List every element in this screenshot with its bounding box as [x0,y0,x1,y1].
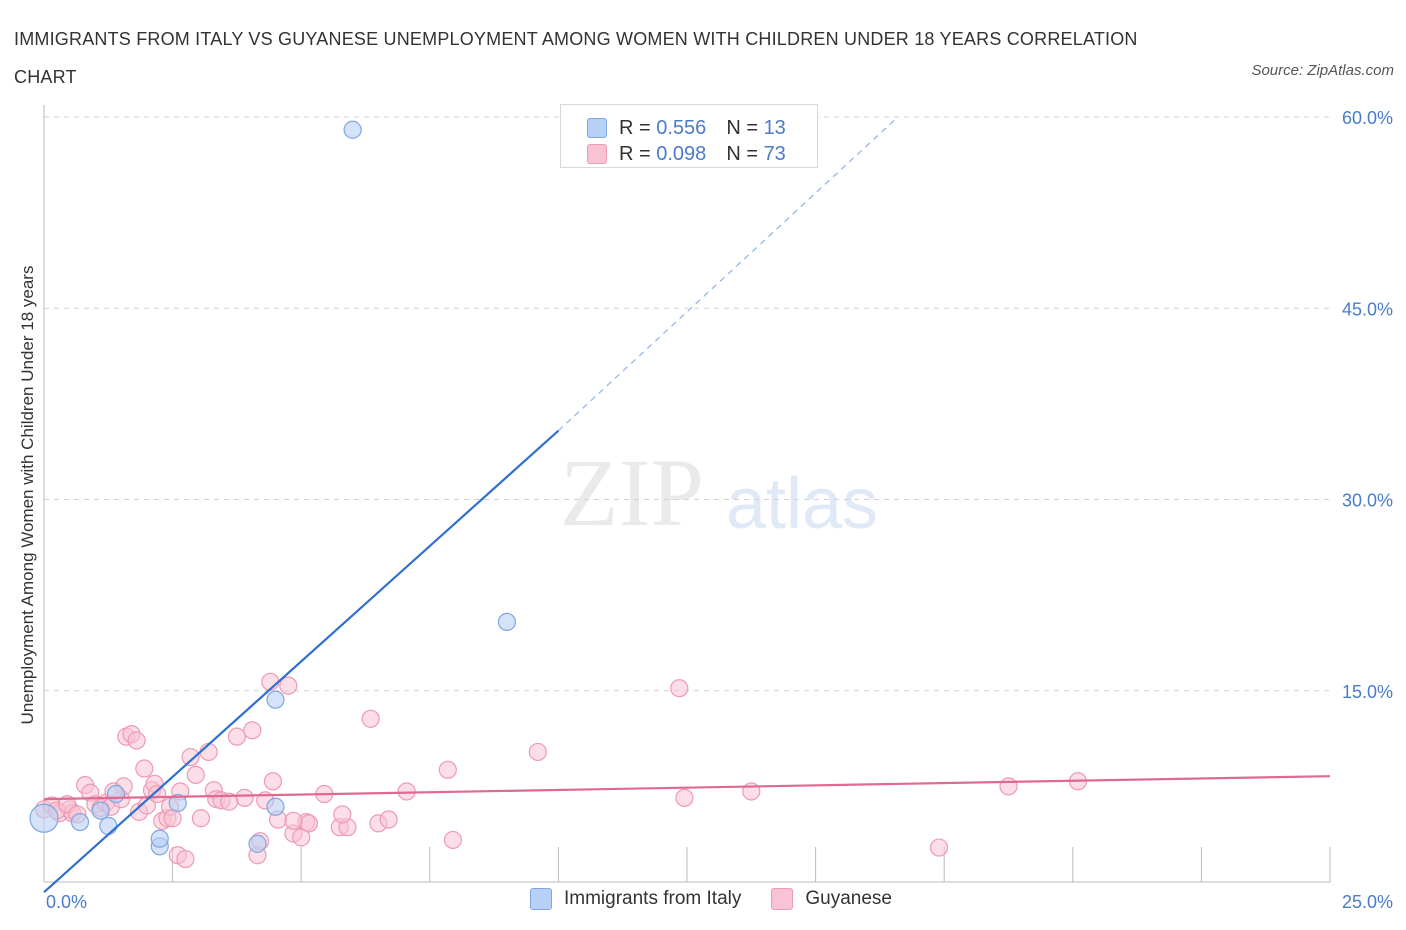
y-tick-label: 15.0% [1342,682,1393,702]
grid-layer [44,116,1330,692]
guyanese-point [135,759,154,778]
y-axis-title: Unemployment Among Women with Children U… [18,265,37,725]
series-swatch-italy [530,888,552,910]
legend-row-guyanese: R = 0.098 N = 73 [587,141,786,167]
watermark-zip: ZIP [560,439,704,546]
tick-labels: 15.0% 30.0% 45.0% 60.0% 0.0% 25.0% [46,108,1393,912]
italy-point [497,612,517,632]
italy-point [266,797,285,816]
legend-r-value-guyanese: 0.098 [656,142,707,165]
series-legend-italy[interactable]: Immigrants from Italy [530,888,741,910]
guyanese-point [284,811,303,830]
guyanese-point [929,838,949,857]
guyanese-point [333,805,352,824]
guyanese-point [199,742,218,762]
guyanese-point [191,809,210,828]
italy-point [343,120,362,139]
guyanese-trend-line [43,775,1331,801]
series-legend: Immigrants from Italy Guyanese [530,888,922,910]
guyanese-point [181,747,200,767]
legend-r-label: R = [619,116,651,139]
italy-point [248,834,267,853]
legend-row-italy: R = 0.556 N = 13 [587,115,786,141]
legend-n-label: N = [726,116,758,139]
series-legend-guyanese[interactable]: Guyanese [771,888,892,910]
legend-n-value-italy: 13 [763,116,786,139]
legend-n-label: N = [726,142,758,165]
source-label: Source: ZipAtlas.com [1251,62,1394,79]
legend-r-value-italy: 0.556 [656,116,707,139]
legend-r-label: R = [619,142,651,165]
chart-title: IMMIGRANTS FROM ITALY VS GUYANESE UNEMPL… [14,29,1138,87]
guyanese-point [379,810,398,829]
italy-point [150,829,169,848]
guyanese-point [279,676,298,695]
correlation-legend: R = 0.556 N = 13 R = 0.098 N = 73 [560,104,818,168]
series-swatch-guyanese [771,888,794,910]
watermark-atlas: atlas [726,464,878,544]
guyanese-point [163,809,182,828]
guyanese-point [528,742,547,762]
italy-point [99,816,118,836]
y-tick-label: 60.0% [1342,108,1393,128]
guyanese-series [34,672,1088,869]
y-tick-label: 30.0% [1342,491,1393,511]
italy-point [70,812,90,832]
italy-point [29,803,59,833]
italy-point [266,690,285,709]
guyanese-point [220,792,239,811]
guyanese-point [438,760,457,779]
italy-trend-line [43,429,560,894]
y-tick-label: 45.0% [1342,299,1393,319]
guyanese-point [443,830,463,850]
guyanese-point [235,788,254,807]
guyanese-point [675,788,694,807]
guyanese-point [186,765,205,785]
italy-trend-extension [557,116,899,432]
x-tick-label: 25.0% [1342,892,1393,912]
italy-point [106,784,126,804]
guyanese-point [148,784,167,804]
guyanese-point [263,772,283,791]
guyanese-point [670,679,689,698]
legend-swatch-italy [587,118,607,138]
guyanese-point [227,727,246,746]
italy-series [29,120,517,856]
legend-swatch-guyanese [587,144,607,164]
guyanese-point [999,777,1018,796]
guyanese-point [176,849,195,869]
legend-n-value-guyanese: 73 [763,142,786,165]
series-label-italy: Immigrants from Italy [564,888,742,909]
axis-layer [43,105,1331,883]
series-label-guyanese: Guyanese [805,888,892,909]
guyanese-point [127,731,146,750]
guyanese-point [299,814,319,833]
trend-layer [43,116,1331,894]
guyanese-point [361,709,380,728]
x-tick-label: 0.0% [46,892,87,912]
guyanese-point [243,721,262,740]
italy-point [91,801,110,820]
italy-point [168,793,187,813]
